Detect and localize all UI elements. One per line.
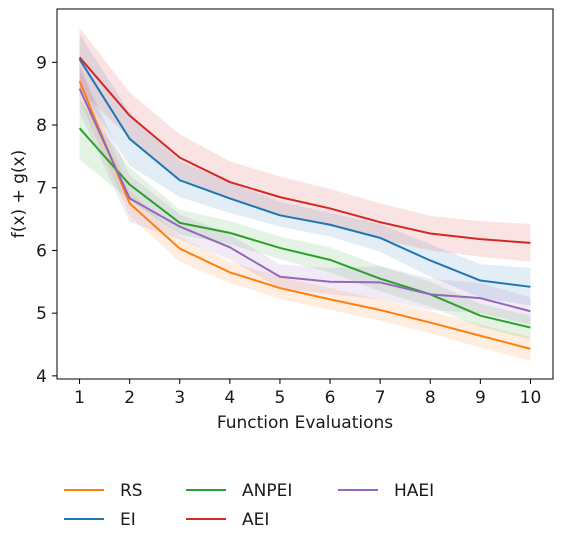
series-line-rs bbox=[78, 80, 531, 350]
x-axis-label: Function Evaluations bbox=[217, 413, 393, 433]
series-line-haei bbox=[78, 88, 531, 313]
series-line-aei bbox=[78, 56, 531, 244]
y-tick-label: 9 bbox=[36, 53, 47, 73]
x-tick-label: 2 bbox=[124, 388, 135, 408]
y-axis-ticks: 4 5 6 7 8 9 bbox=[36, 53, 57, 387]
x-tick-label: 5 bbox=[275, 388, 286, 408]
plot-area-frame bbox=[56, 8, 554, 380]
series-line-ei bbox=[78, 58, 531, 288]
confidence-bands bbox=[79, 27, 531, 361]
band-aei bbox=[79, 27, 531, 262]
x-tick-label: 9 bbox=[475, 388, 486, 408]
y-tick-label: 5 bbox=[36, 304, 47, 324]
y-tick-label: 4 bbox=[36, 367, 47, 387]
x-tick-label: 3 bbox=[174, 388, 185, 408]
y-tick-label: 6 bbox=[36, 241, 47, 261]
y-tick-label: 8 bbox=[36, 116, 47, 136]
x-tick-label: 8 bbox=[425, 388, 436, 408]
series-lines bbox=[78, 56, 531, 350]
y-tick-label: 7 bbox=[36, 179, 47, 199]
legend-label-aei: AEI bbox=[242, 510, 269, 530]
legend-label-ei: EI bbox=[120, 510, 136, 530]
y-axis-label: f(x) + g(x) bbox=[9, 150, 29, 238]
legend: RS EI ANPEI AEI HAEI bbox=[64, 481, 434, 530]
band-anpei bbox=[79, 99, 531, 340]
x-tick-label: 6 bbox=[325, 388, 336, 408]
x-tick-label: 4 bbox=[224, 388, 235, 408]
band-rs bbox=[79, 65, 531, 361]
x-tick-label: 10 bbox=[520, 388, 542, 408]
x-tick-label: 7 bbox=[375, 388, 386, 408]
x-axis-ticks: 1 2 3 4 5 6 7 8 9 10 bbox=[74, 379, 541, 408]
legend-label-rs: RS bbox=[120, 481, 143, 501]
series-line-anpei bbox=[78, 127, 531, 329]
band-ei bbox=[79, 34, 531, 306]
legend-label-haei: HAEI bbox=[394, 481, 434, 501]
legend-label-anpei: ANPEI bbox=[242, 481, 292, 501]
x-tick-label: 1 bbox=[74, 388, 85, 408]
